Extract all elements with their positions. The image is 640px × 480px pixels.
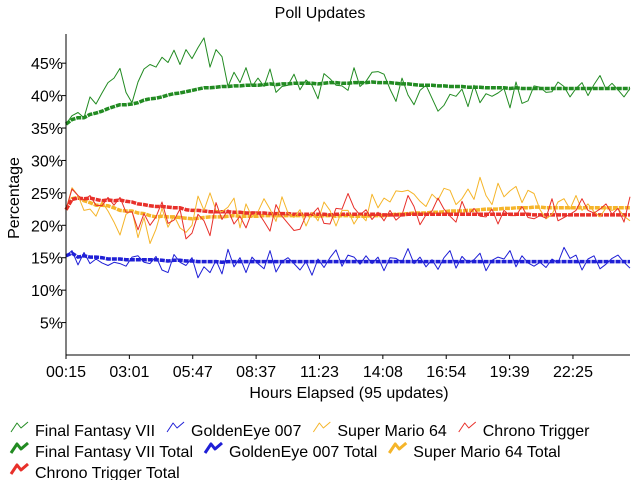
y-ticks: 5% 10% 15% 20% 25% 30% 35% 40% 45% <box>31 56 66 333</box>
legend-item-goldeneye-007: GoldenEye 007 <box>166 421 301 440</box>
legend-swatch-final-fantasy-vii <box>10 421 29 433</box>
legend-item-goldeneye-007-total: GoldenEye 007 Total <box>203 441 377 461</box>
series-line-goldeneye-007-total <box>65 251 630 265</box>
y-tick-label: 40% <box>31 89 63 106</box>
x-tick-label: 22:25 <box>553 364 593 381</box>
x-tick-label: 16:54 <box>426 364 466 381</box>
x-axis-label: Hours Elapsed (95 updates) <box>249 385 448 402</box>
legend-swatch-goldeneye-007-total <box>203 441 223 454</box>
legend-swatch-super-mario-64 <box>312 421 331 433</box>
y-tick-label: 35% <box>31 121 63 138</box>
legend-item-super-mario-64-total: Super Mario 64 Total <box>388 441 561 461</box>
x-tick-label: 03:01 <box>109 364 149 381</box>
y-tick-label: 25% <box>31 186 63 203</box>
chart-title: Poll Updates <box>275 5 366 22</box>
series-layer <box>64 37 631 279</box>
legend-label: Final Fantasy VII Total <box>35 444 193 461</box>
x-tick-label: 14:08 <box>363 364 403 381</box>
y-tick-label: 45% <box>31 56 63 73</box>
y-tick-label: 30% <box>31 153 63 170</box>
legend-item-super-mario-64: Super Mario 64 <box>312 421 447 440</box>
x-tick-label: 19:39 <box>490 364 530 381</box>
legend-label: Super Mario 64 Total <box>413 444 560 461</box>
legend-swatch-chrono-trigger <box>458 421 477 433</box>
y-tick-label: 10% <box>31 283 63 300</box>
legend-label: Chrono Trigger <box>483 423 590 440</box>
legend-item-chrono-trigger: Chrono Trigger <box>458 421 590 440</box>
legend-label: Super Mario 64 <box>337 423 446 440</box>
series-line-final-fantasy-vii-total <box>64 80 630 126</box>
x-ticks: 00:15 03:01 05:47 08:37 11:23 14:08 16:54 19:39… <box>46 355 593 381</box>
legend-label: GoldenEye 007 Total <box>229 444 377 461</box>
legend-swatch-chrono-trigger-total <box>9 462 29 475</box>
series-line-chrono-trigger <box>65 188 631 240</box>
y-axis-label: Percentage <box>6 157 23 239</box>
y-tick-label: 20% <box>31 218 63 235</box>
legend-swatch-final-fantasy-vii-total <box>9 441 29 454</box>
y-tick-label: 15% <box>31 251 63 268</box>
legend-label: Chrono Trigger Total <box>35 465 180 480</box>
series-line-super-mario-64 <box>65 176 631 244</box>
x-tick-label: 05:47 <box>173 364 213 381</box>
legend-swatch-super-mario-64-total <box>388 441 408 454</box>
y-tick-label: 5% <box>40 316 63 333</box>
x-tick-label: 00:15 <box>46 364 86 381</box>
legend: Final Fantasy VII GoldenEye 007 Super Mari… <box>9 421 590 480</box>
legend-item-chrono-trigger-total: Chrono Trigger Total <box>9 462 180 480</box>
x-tick-label: 11:23 <box>300 364 339 381</box>
plot-area: 5% 10% 15% 20% 25% 30% 35% 40% 45% 00:15 03:01 05:… <box>31 34 631 381</box>
legend-label: GoldenEye 007 <box>191 423 301 440</box>
series-line-goldeneye-007 <box>65 246 631 279</box>
x-tick-label: 08:37 <box>236 364 276 381</box>
legend-item-final-fantasy-vii-total: Final Fantasy VII Total <box>9 441 193 461</box>
series-line-final-fantasy-vii <box>65 37 631 125</box>
legend-label: Final Fantasy VII <box>35 423 155 440</box>
series-line-chrono-trigger-total <box>64 196 630 217</box>
legend-item-final-fantasy-vii: Final Fantasy VII <box>10 421 155 440</box>
legend-swatch-goldeneye-007 <box>166 421 185 433</box>
